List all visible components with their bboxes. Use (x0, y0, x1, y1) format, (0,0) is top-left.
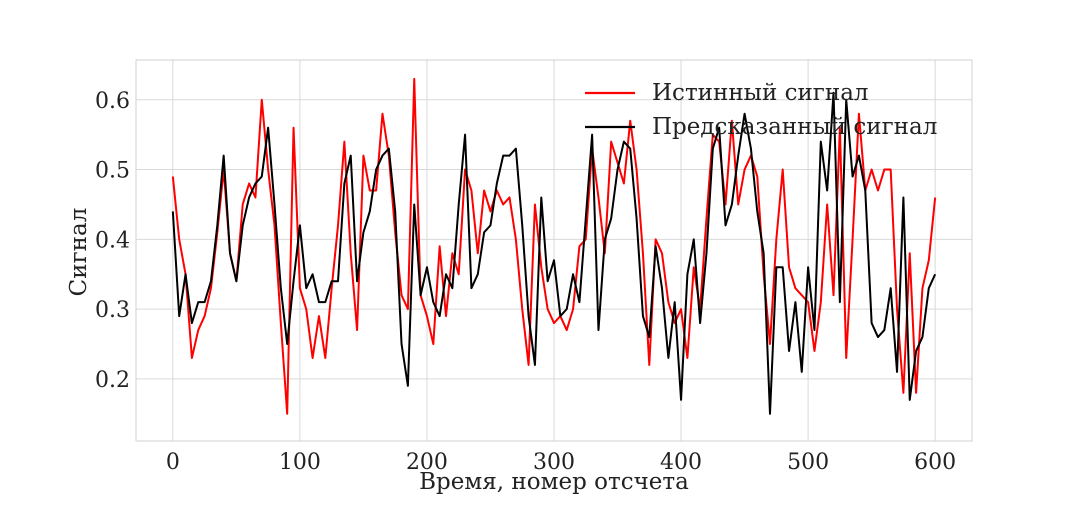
y-axis-label: Сигнал (66, 208, 92, 297)
legend-label: Истинный сигнал (652, 80, 869, 106)
y-tick-label: 0.5 (95, 159, 130, 184)
x-tick-label: 200 (406, 450, 448, 475)
x-tick-label: 0 (166, 450, 180, 475)
x-tick-label: 600 (914, 450, 956, 475)
legend-label: Предсказанный сигнал (652, 114, 937, 140)
y-tick-label: 0.2 (95, 368, 130, 393)
y-tick-label: 0.6 (95, 89, 130, 114)
x-tick-label: 300 (533, 450, 575, 475)
x-tick-label: 400 (660, 450, 702, 475)
x-axis-label: Время, номер отсчета (419, 469, 689, 495)
y-tick-label: 0.4 (95, 228, 130, 253)
series-line (171, 91, 937, 415)
y-tick-label: 0.3 (95, 298, 130, 323)
x-tick-label: 100 (279, 450, 321, 475)
series-line (171, 77, 937, 415)
x-tick-label: 500 (787, 450, 829, 475)
plot-frame (135, 59, 973, 442)
